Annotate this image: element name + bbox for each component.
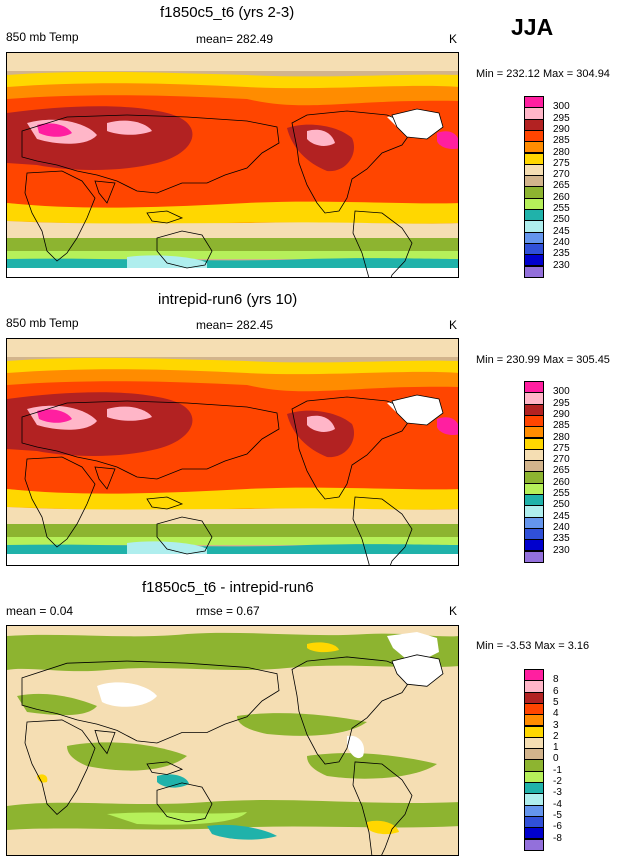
panel2-mean-label: mean= 282.45: [196, 318, 274, 332]
panel1-units-label: K: [449, 32, 458, 46]
colorbar-tick-label: 6: [553, 685, 559, 697]
colorbar-tick-label: 260: [553, 476, 570, 488]
colorbar-tick-label: -4: [553, 798, 562, 810]
panel2-minmax-label: Min = 230.99 Max = 305.45: [476, 354, 610, 366]
panel2-title: intrepid-run6 (yrs 10): [158, 291, 298, 308]
colorbar-tick-label: 290: [553, 408, 570, 420]
colorbar-tick-label: 275: [553, 442, 570, 454]
panel2-colorbar: 300 295 290 285 280 275 270 265 260 255 250 245 240 2…: [524, 381, 570, 563]
panel1-title: f1850c5_t6 (yrs 2-3): [160, 4, 295, 21]
panel1-temperature-field: [7, 53, 458, 268]
colorbar-tick-label: 8: [553, 674, 559, 686]
colorbar-tick-label: 265: [553, 180, 570, 192]
panel1-map: [6, 52, 459, 278]
colorbar-tick-label: 300: [553, 386, 570, 398]
colorbar-tick-label: 265: [553, 465, 570, 477]
panel3-map: [6, 625, 459, 856]
panel2-map: [6, 338, 459, 566]
colorbar-tick-label: 4: [553, 708, 559, 720]
colorbar-tick-label: -8: [553, 832, 562, 844]
colorbar-tick-label: 1: [553, 742, 559, 754]
colorbar-tick-label: 295: [553, 397, 570, 409]
colorbar-tick-label: 300: [553, 101, 570, 113]
panel2-units-label: K: [449, 318, 458, 332]
colorbar-tick-label: -3: [553, 787, 562, 799]
colorbar-tick-label: 255: [553, 488, 570, 499]
colorbar-tick-label: 240: [553, 521, 570, 533]
colorbar-tick-label: 230: [553, 544, 570, 556]
colorbar-tick-label: 270: [553, 169, 570, 181]
colorbar-tick-label: 260: [553, 191, 570, 203]
colorbar-tick-label: 245: [553, 510, 570, 522]
panel3-rmse-label: rmse = 0.67: [196, 604, 260, 618]
colorbar-tick-label: 230: [553, 259, 570, 271]
panel1-colorbar: 300 295 290 285 280 275 270 265 260 255 250 245 240 2…: [524, 96, 570, 278]
colorbar-tick-label: 235: [553, 248, 570, 260]
colorbar-tick-label: 250: [553, 214, 570, 226]
colorbar-tick-label: 280: [553, 431, 570, 443]
colorbar-tick-label: 5: [553, 696, 559, 708]
colorbar-tick-label: 250: [553, 499, 570, 511]
colorbar-tick-label: 280: [553, 146, 570, 158]
panel2-variable-label: 850 mb Temp: [6, 316, 79, 330]
colorbar-tick-label: 3: [553, 719, 559, 731]
panel3-mean-label: mean = 0.04: [6, 604, 74, 618]
colorbar-tick-label: 2: [553, 730, 559, 742]
colorbar-tick-label: 275: [553, 157, 570, 169]
colorbar-tick-label: 240: [553, 236, 570, 248]
colorbar-tick-label: -6: [553, 821, 562, 833]
colorbar-tick-label: 290: [553, 123, 570, 135]
colorbar-tick-label: -1: [553, 764, 562, 776]
panel3-map-svg: [7, 626, 458, 855]
colorbar-swatch: [524, 265, 544, 278]
colorbar-tick-label: 245: [553, 225, 570, 237]
colorbar-swatch: [524, 550, 544, 563]
colorbar-tick-label: 295: [553, 112, 570, 124]
panel3-units-label: K: [449, 604, 458, 618]
panel2-map-svg: [7, 339, 458, 565]
panel3-difference-field: [7, 626, 458, 855]
colorbar-tick-label: -2: [553, 776, 562, 787]
panel1-map-svg: [7, 53, 458, 277]
colorbar-tick-label: 0: [553, 753, 559, 765]
panel2-temperature-field: [7, 339, 458, 554]
panel1-mean-label: mean= 282.49: [196, 32, 274, 46]
colorbar-tick-label: 285: [553, 135, 570, 147]
colorbar-tick-label: 270: [553, 454, 570, 466]
colorbar-tick-label: -5: [553, 809, 562, 821]
panel3-minmax-label: Min = -3.53 Max = 3.16: [476, 640, 590, 652]
colorbar-tick-label: 285: [553, 420, 570, 432]
season-label: JJA: [511, 14, 554, 40]
panel3-title: f1850c5_t6 - intrepid-run6: [142, 579, 314, 596]
colorbar-tick-label: 235: [553, 533, 570, 545]
panel1-variable-label: 850 mb Temp: [6, 30, 79, 44]
colorbar-swatch: [524, 838, 544, 851]
panel1-minmax-label: Min = 232.12 Max = 304.94: [476, 68, 610, 80]
colorbar-tick-label: 255: [553, 203, 570, 214]
panel3-colorbar: 8 6 5 4 3 2 1 0 -1 -2 -3 -4 -5 -6 -8: [524, 669, 562, 851]
